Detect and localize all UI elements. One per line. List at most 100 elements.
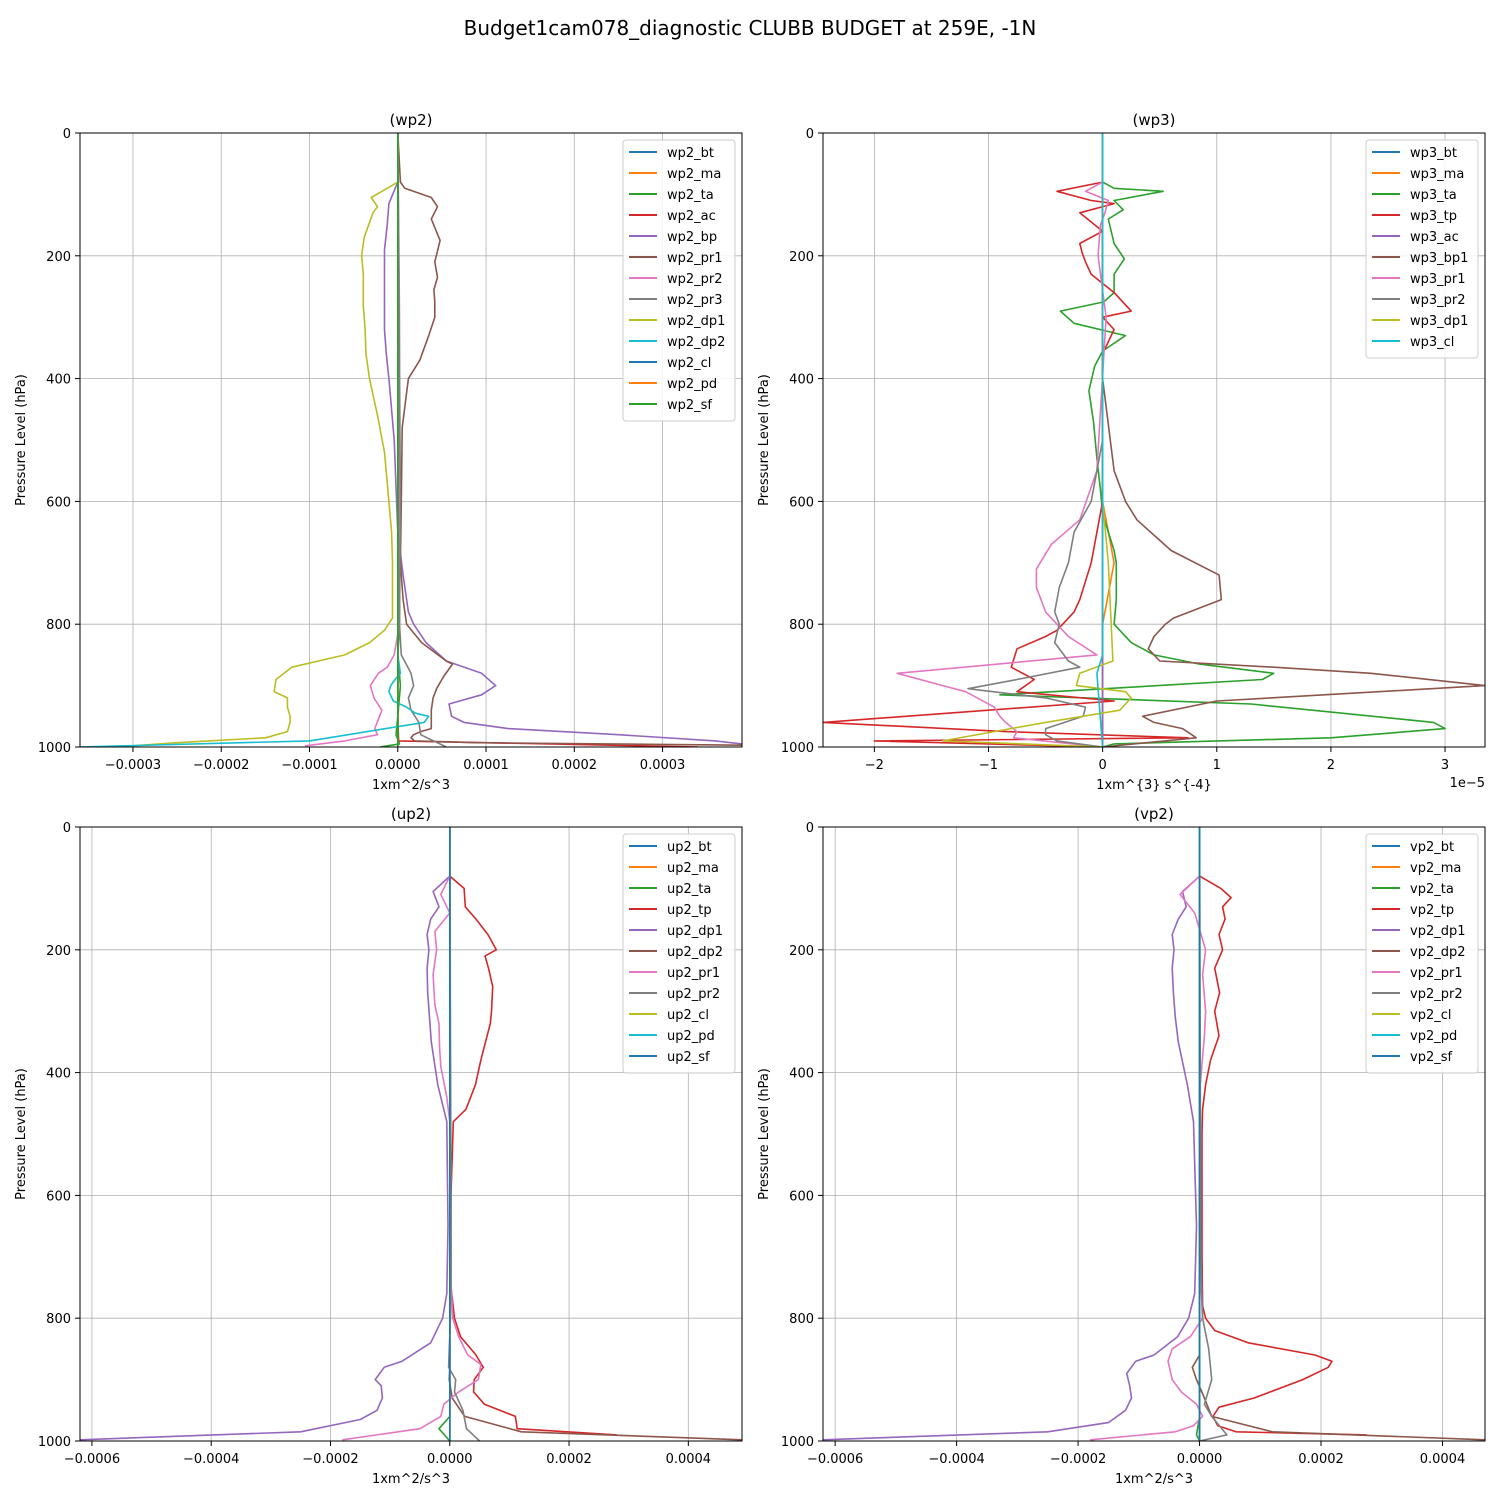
legend-entry: wp3_bp1: [1410, 251, 1468, 266]
series-line-vp2-tp: [1199, 875, 1367, 1436]
y-tick-label: 0: [806, 127, 814, 142]
legend-entry: wp3_cl: [1410, 335, 1454, 350]
series-line-wp2-bp: [383, 181, 742, 745]
x-axis-label: 1xm^2/s^3: [372, 778, 450, 793]
legend-entry: vp2_tp: [1410, 903, 1454, 918]
x-offset-text: 1e−5: [1450, 776, 1485, 791]
y-tick-label: 400: [789, 373, 814, 388]
series-line-vp2-pr2: [1198, 827, 1228, 1441]
axes-frame: [79, 132, 743, 748]
subplot-title: (wp3): [1132, 111, 1175, 129]
x-axis-label: 1xm^{3} s^{-4}: [1096, 778, 1212, 793]
x-tick-label: −0.0004: [183, 1452, 239, 1467]
x-tick-label: 0: [1098, 758, 1106, 773]
legend-entry: vp2_sf: [1410, 1050, 1452, 1065]
y-tick-label: 200: [789, 250, 814, 265]
y-axis-label: Pressure Level (hPa): [757, 1068, 772, 1200]
series-line-wp3-pr1: [896, 181, 1110, 747]
x-axis-label: 1xm^2/s^3: [1115, 1472, 1193, 1487]
series-line-up2-tp: [449, 875, 617, 1436]
x-tick-label: −0.0002: [1050, 1452, 1106, 1467]
axes-frame: [822, 826, 1486, 1442]
y-tick-label: 1000: [781, 741, 814, 756]
subplot-title: (wp2): [389, 111, 432, 129]
legend-entry: wp3_pr1: [1410, 272, 1466, 287]
legend-entry: vp2_pd: [1410, 1029, 1457, 1044]
x-tick-label: 0.0000: [427, 1452, 473, 1467]
x-tick-label: 0.0004: [666, 1452, 712, 1467]
axes-frame: [79, 826, 743, 1442]
legend-entry: wp2_pr2: [667, 272, 723, 287]
legend-entry: wp2_bt: [667, 146, 714, 161]
legend: vp2_bt vp2_ma vp2_ta vp2_tp vp2_dp1 vp2_dp2vp…: [1365, 833, 1479, 1074]
subplot-title: (vp2): [1134, 805, 1174, 823]
legend-entry: wp2_pr1: [667, 251, 723, 266]
series-group: [823, 133, 1485, 747]
x-tick-label: 0.0000: [375, 758, 421, 773]
x-tick-label: −0.0006: [807, 1452, 863, 1467]
series-group: [80, 827, 742, 1441]
y-tick-label: 600: [46, 1189, 71, 1204]
legend-entry: up2_bt: [667, 840, 712, 855]
legend-entry: wp3_ma: [1410, 167, 1464, 182]
legend-entry: up2_cl: [667, 1008, 709, 1023]
axes-frame: [822, 132, 1486, 748]
legend-entry: vp2_ta: [1410, 882, 1454, 897]
legend-entry: wp3_dp1: [1410, 314, 1468, 329]
x-tick-label: −0.0001: [281, 758, 337, 773]
x-tick-label: 1: [1213, 758, 1221, 773]
panel-3: −0.0006 −0.0004 −0.0002 0.0000 0.0002 0.0004 0…: [14, 805, 743, 1487]
series-group: [80, 133, 742, 747]
legend-entry: wp2_pd: [667, 377, 717, 392]
legend-entry: up2_pr1: [667, 966, 720, 981]
legend-entry: vp2_cl: [1410, 1008, 1451, 1023]
y-axis-label: Pressure Level (hPa): [757, 374, 772, 506]
y-tick-label: 1000: [781, 1435, 814, 1450]
series-line-wp3-bp1: [1101, 133, 1485, 747]
y-tick-label: 0: [63, 821, 71, 836]
y-axis-label: Pressure Level (hPa): [14, 374, 29, 506]
series-line-up2-dp1: [80, 875, 451, 1441]
x-tick-label: −2: [865, 758, 884, 773]
y-axis-label: Pressure Level (hPa): [14, 1068, 29, 1200]
y-tick-label: 800: [46, 618, 71, 633]
series-line-wp3-dp1: [941, 133, 1132, 747]
legend-entry: wp2_dp1: [667, 314, 725, 329]
series-line-wp2-pr3: [397, 133, 447, 747]
legend-entry: wp3_ta: [1410, 188, 1457, 203]
legend-entry: vp2_pr1: [1410, 966, 1463, 981]
y-tick-label: 400: [46, 1067, 71, 1082]
legend-entry: up2_pr2: [667, 987, 720, 1002]
legend: wp2_bt wp2_ma wp2_ta wp2_ac wp2_bp wp2_pr1 wp2…: [622, 139, 736, 422]
panel-4: −0.0006 −0.0004 −0.0002 0.0000 0.0002 0.0004 0…: [757, 805, 1486, 1487]
legend-entry: wp3_bt: [1410, 146, 1457, 161]
series-line-vp2-dp1: [823, 875, 1201, 1441]
y-tick-label: 1000: [38, 741, 71, 756]
legend-entry: up2_ta: [667, 882, 711, 897]
x-tick-label: −0.0004: [928, 1452, 984, 1467]
series-line-wp2-dp1: [115, 181, 399, 747]
legend-entry: wp2_bp: [667, 230, 717, 245]
legend: up2_bt up2_ma up2_ta up2_tp up2_dp1 up2_dp2up…: [622, 833, 736, 1074]
x-tick-label: −0.0002: [302, 1452, 358, 1467]
panel-1: −0.0003 −0.0002 −0.0001 0.0000 0.0001 0.0002 0…: [14, 111, 743, 793]
series-line-wp3-cl: [1096, 133, 1104, 747]
figure-title: Budget1cam078_diagnostic CLUBB BUDGET at…: [463, 16, 1037, 40]
legend: wp3_bt wp3_ma wp3_ta wp3_tp wp3_ac wp3_bp1 wp3…: [1365, 139, 1479, 359]
legend-entry: up2_sf: [667, 1050, 710, 1065]
legend-entry: vp2_dp1: [1410, 924, 1466, 939]
legend-entry: wp3_tp: [1410, 209, 1457, 224]
legend-entry: wp2_dp2: [667, 335, 725, 350]
legend-entry: vp2_ma: [1410, 861, 1461, 876]
legend-entry: vp2_dp2: [1410, 945, 1466, 960]
y-tick-label: 0: [806, 821, 814, 836]
legend-entry: wp2_ta: [667, 188, 714, 203]
x-tick-label: 0.0002: [546, 1452, 592, 1467]
legend-entry: up2_dp1: [667, 924, 723, 939]
legend-entry: wp3_pr2: [1410, 293, 1466, 308]
x-tick-label: −0.0002: [193, 758, 249, 773]
legend-entry: wp2_cl: [667, 356, 711, 371]
legend-entry: wp3_ac: [1410, 230, 1459, 245]
series-line-wp3-pr2: [967, 133, 1104, 747]
y-tick-label: 400: [46, 373, 71, 388]
